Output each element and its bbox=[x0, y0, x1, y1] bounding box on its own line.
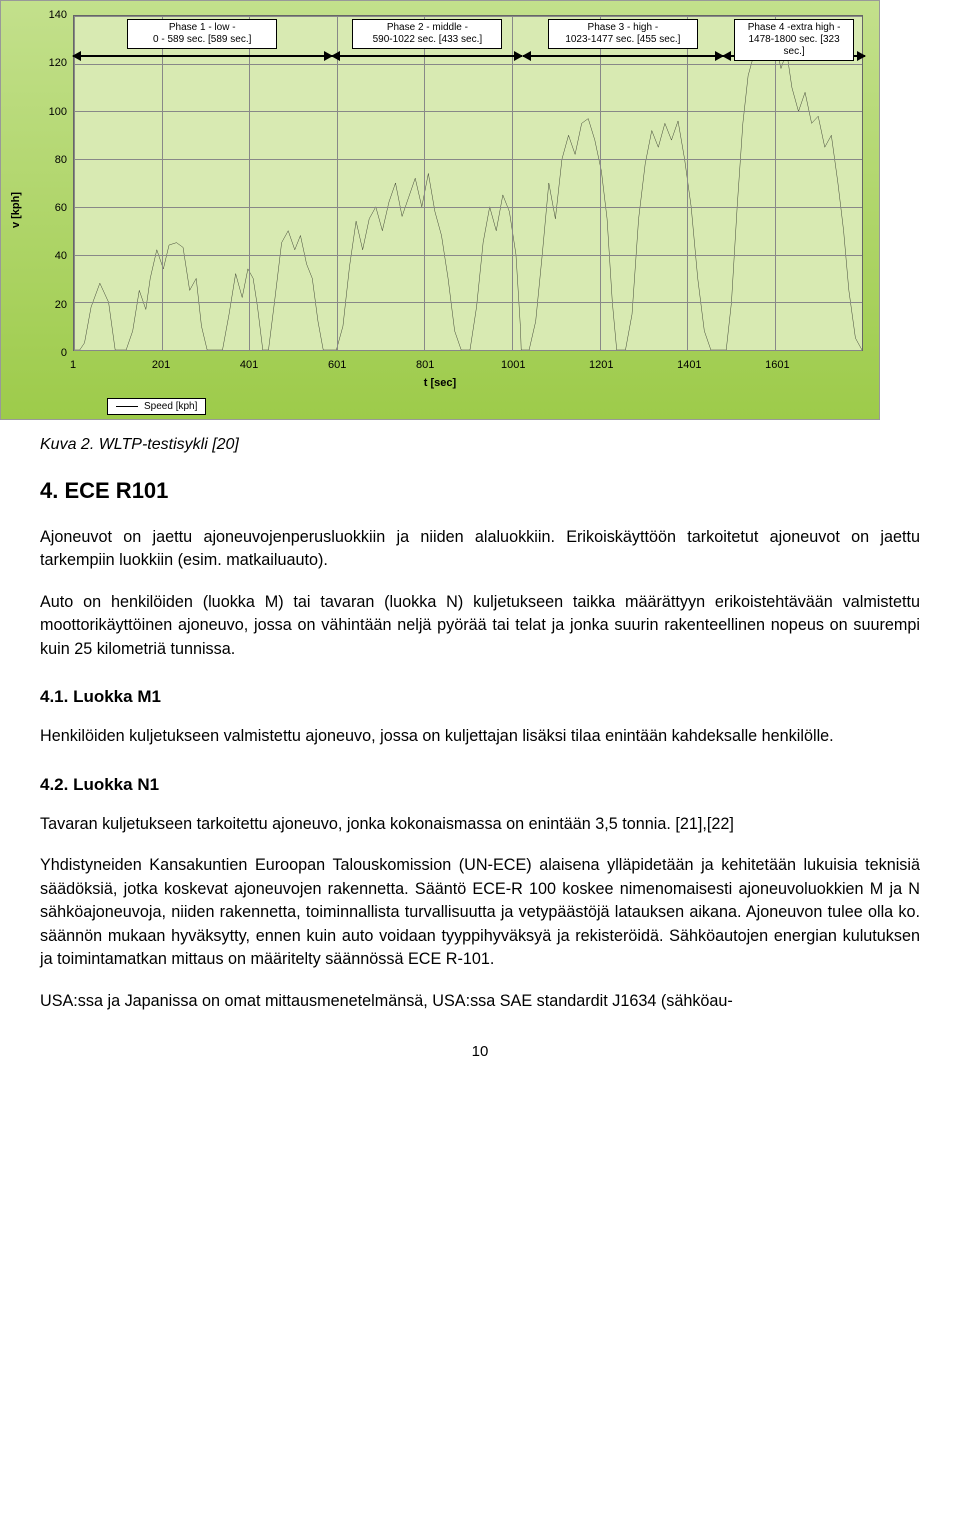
ytick-label: 40 bbox=[43, 250, 67, 262]
heading-ece-r101: 4. ECE R101 bbox=[40, 478, 920, 504]
phase-label-box: Phase 1 - low -0 - 589 sec. [589 sec.] bbox=[127, 19, 277, 49]
gridline-h bbox=[74, 64, 862, 65]
gridline-h bbox=[74, 159, 862, 160]
ytick-label: 100 bbox=[43, 106, 67, 118]
x-axis-label: t [sec] bbox=[424, 377, 456, 389]
gridline-h bbox=[74, 207, 862, 208]
ytick-label: 20 bbox=[43, 299, 67, 311]
gridline-v bbox=[337, 16, 338, 350]
gridline-h bbox=[74, 16, 862, 17]
speed-trace bbox=[74, 16, 862, 350]
legend-line-icon bbox=[116, 406, 138, 407]
xtick-label: 1401 bbox=[669, 359, 709, 371]
phase-label-line: 590-1022 sec. [433 sec.] bbox=[359, 34, 495, 46]
gridline-v bbox=[600, 16, 601, 350]
phase-label-line: 0 - 589 sec. [589 sec.] bbox=[134, 34, 270, 46]
phase-label-line: 1478-1800 sec. [323 sec.] bbox=[741, 34, 847, 58]
ytick-label: 120 bbox=[43, 57, 67, 69]
gridline-v bbox=[249, 16, 250, 350]
phase-label-line: Phase 4 -extra high - bbox=[741, 22, 847, 34]
figure-caption: Kuva 2. WLTP-testisykli [20] bbox=[40, 436, 920, 454]
phase-label-line: Phase 3 - high - bbox=[555, 22, 691, 34]
heading-luokka-n1: 4.2. Luokka N1 bbox=[40, 775, 920, 795]
xtick-label: 1601 bbox=[757, 359, 797, 371]
paragraph: Henkilöiden kuljetukseen valmistettu ajo… bbox=[40, 725, 920, 748]
phase-label-box: Phase 2 - middle -590-1022 sec. [433 sec… bbox=[352, 19, 502, 49]
ytick-label: 0 bbox=[43, 347, 67, 359]
phase-label-line: Phase 1 - low - bbox=[134, 22, 270, 34]
xtick-label: 801 bbox=[405, 359, 445, 371]
gridline-h bbox=[74, 350, 862, 351]
gridline-v bbox=[687, 16, 688, 350]
legend-label: Speed [kph] bbox=[144, 401, 197, 412]
gridline-h bbox=[74, 255, 862, 256]
paragraph: USA:ssa ja Japanissa on omat mittausmene… bbox=[40, 990, 920, 1013]
plot-area bbox=[73, 15, 863, 351]
paragraph: Auto on henkilöiden (luokka M) tai tavar… bbox=[40, 591, 920, 661]
xtick-label: 1 bbox=[53, 359, 93, 371]
phase-arrow bbox=[73, 55, 332, 57]
legend: Speed [kph] bbox=[107, 398, 206, 415]
heading-luokka-m1: 4.1. Luokka M1 bbox=[40, 687, 920, 707]
phase-arrow bbox=[523, 55, 723, 57]
ytick-label: 60 bbox=[43, 202, 67, 214]
page-number: 10 bbox=[40, 1043, 920, 1060]
xtick-label: 401 bbox=[229, 359, 269, 371]
wltp-chart: v [kph] t [sec] Speed [kph] 0 20 40 60 80 100… bbox=[0, 0, 880, 420]
phase-label-box: Phase 3 - high -1023-1477 sec. [455 sec.… bbox=[548, 19, 698, 49]
phase-label-box: Phase 4 -extra high -1478-1800 sec. [323… bbox=[734, 19, 854, 61]
phase-arrow bbox=[332, 55, 522, 57]
gridline-h bbox=[74, 302, 862, 303]
xtick-label: 1001 bbox=[493, 359, 533, 371]
ytick-label: 80 bbox=[43, 154, 67, 166]
gridline-v bbox=[512, 16, 513, 350]
ytick-label: 140 bbox=[43, 9, 67, 21]
paragraph: Yhdistyneiden Kansakuntien Euroopan Talo… bbox=[40, 854, 920, 971]
y-axis-label: v [kph] bbox=[10, 192, 22, 228]
phase-label-line: Phase 2 - middle - bbox=[359, 22, 495, 34]
paragraph: Ajoneuvot on jaettu ajoneuvojenperusluok… bbox=[40, 526, 920, 573]
document-body: Kuva 2. WLTP-testisykli [20] 4. ECE R101… bbox=[0, 436, 960, 1100]
phase-label-line: 1023-1477 sec. [455 sec.] bbox=[555, 34, 691, 46]
paragraph: Tavaran kuljetukseen tarkoitettu ajoneuv… bbox=[40, 813, 920, 836]
xtick-label: 601 bbox=[317, 359, 357, 371]
gridline-h bbox=[74, 111, 862, 112]
xtick-label: 201 bbox=[141, 359, 181, 371]
gridline-v bbox=[162, 16, 163, 350]
gridline-v bbox=[74, 16, 75, 350]
gridline-v bbox=[775, 16, 776, 350]
xtick-label: 1201 bbox=[581, 359, 621, 371]
gridline-v bbox=[424, 16, 425, 350]
